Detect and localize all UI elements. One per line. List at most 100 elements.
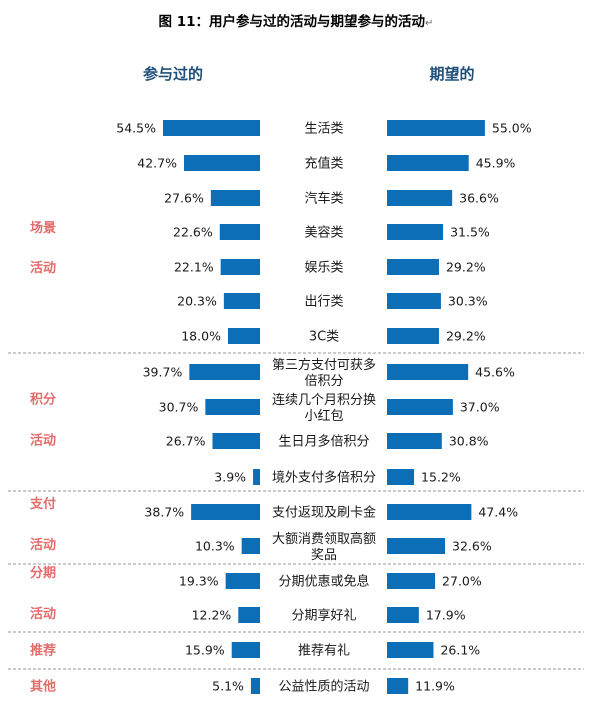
right-bar	[387, 293, 441, 309]
right-bar	[387, 642, 434, 658]
left-value-label: 54.5%	[116, 121, 156, 136]
right-bar	[387, 224, 444, 240]
category-label: 娱乐类	[304, 261, 343, 276]
right-value-label: 30.3%	[448, 294, 488, 309]
category-label: 充值类	[304, 156, 343, 172]
right-bar	[387, 259, 439, 275]
right-bar	[387, 328, 439, 344]
left-bar	[210, 190, 260, 206]
right-value-label: 47.4%	[478, 505, 518, 520]
left-value-label: 39.7%	[143, 365, 183, 380]
left-bar	[183, 155, 260, 171]
left-bar	[219, 224, 260, 240]
right-value-label: 15.2%	[421, 470, 461, 485]
category-label: 奖品	[311, 548, 337, 563]
category-label: 生日月多倍积分	[278, 434, 369, 450]
group-label: 活动	[30, 433, 56, 449]
left-bar	[225, 573, 260, 589]
left-bar	[227, 328, 260, 344]
group-label: 推荐	[30, 643, 56, 659]
right-value-label: 11.9%	[415, 679, 455, 694]
right-value-label: 27.0%	[442, 574, 482, 589]
left-bar	[231, 642, 260, 658]
category-label: 推荐有礼	[298, 643, 350, 659]
left-value-label: 15.9%	[185, 643, 225, 658]
group-label: 支付	[29, 496, 56, 512]
category-label: 支付返现及刷卡金	[272, 505, 376, 521]
right-value-label: 36.6%	[459, 191, 499, 206]
right-value-label: 45.9%	[476, 156, 516, 171]
group-label: 活动	[30, 606, 56, 622]
right-value-label: 32.6%	[452, 539, 492, 554]
left-value-label: 38.7%	[144, 505, 184, 520]
right-value-label: 37.0%	[460, 400, 500, 415]
right-value-label: 17.9%	[426, 608, 466, 623]
category-label: 公益性质的活动	[278, 679, 369, 695]
right-bar	[387, 120, 485, 136]
group-label: 活动	[30, 537, 56, 553]
right-bar	[387, 607, 419, 623]
left-value-label: 5.1%	[212, 679, 244, 694]
left-value-label: 18.0%	[181, 329, 221, 344]
left-value-label: 22.6%	[173, 225, 213, 240]
group-label: 其他	[30, 679, 56, 695]
right-bar	[387, 155, 469, 171]
right-bar	[387, 399, 453, 415]
right-bar	[387, 364, 469, 380]
right-bar	[387, 573, 436, 589]
group-label: 分期	[30, 565, 56, 581]
category-label: 美容类	[304, 225, 343, 241]
left-value-label: 30.7%	[159, 400, 199, 415]
group-label: 积分	[30, 392, 56, 408]
category-label: 出行类	[304, 295, 343, 310]
category-label: 倍积分	[304, 374, 343, 389]
category-label: 分期享好礼	[291, 608, 356, 624]
left-value-label: 26.7%	[166, 434, 206, 449]
left-bar	[223, 293, 260, 309]
right-value-label: 26.1%	[440, 643, 480, 658]
left-value-label: 3.9%	[214, 470, 246, 485]
left-bar	[238, 607, 260, 623]
left-bar	[162, 120, 260, 136]
category-label: 第三方支付可获多	[272, 357, 376, 373]
left-value-label: 10.3%	[195, 539, 235, 554]
left-value-label: 12.2%	[192, 608, 232, 623]
left-bar	[253, 469, 260, 485]
category-label: 小红包	[304, 408, 343, 424]
right-bar	[387, 433, 442, 449]
left-value-label: 27.6%	[164, 191, 204, 206]
left-value-label: 20.3%	[177, 294, 217, 309]
left-bar	[212, 433, 260, 449]
right-bar	[387, 678, 409, 694]
right-bar	[387, 190, 453, 206]
left-bar	[189, 364, 260, 380]
category-label: 境外支付多倍积分	[272, 470, 376, 486]
right-value-label: 29.2%	[446, 260, 486, 275]
left-header: 参与过的	[143, 65, 203, 83]
right-bar	[387, 469, 415, 485]
chart-title: 图 11：用户参与过的活动与期望参与的活动↵	[159, 13, 434, 30]
left-value-label: 42.7%	[137, 156, 177, 171]
right-bar	[387, 538, 446, 554]
category-label: 生活类	[304, 122, 343, 137]
left-bar	[241, 538, 260, 554]
category-label: 连续几个月积分换	[272, 392, 376, 408]
category-label: 大额消费领取高额	[272, 531, 376, 547]
right-value-label: 55.0%	[492, 121, 532, 136]
right-value-label: 31.5%	[450, 225, 490, 240]
right-bar	[387, 504, 472, 520]
right-header: 期望的	[429, 65, 474, 83]
group-label: 活动	[30, 260, 56, 276]
left-bar	[205, 399, 260, 415]
right-value-label: 30.8%	[449, 434, 489, 449]
right-value-label: 29.2%	[446, 329, 486, 344]
left-value-label: 22.1%	[174, 260, 214, 275]
right-value-label: 45.6%	[475, 365, 515, 380]
category-label: 3C类	[309, 330, 339, 345]
left-bar	[191, 504, 260, 520]
left-bar	[250, 678, 260, 694]
group-label: 场景	[30, 221, 56, 236]
left-bar	[220, 259, 260, 275]
category-label: 汽车类	[304, 191, 343, 207]
